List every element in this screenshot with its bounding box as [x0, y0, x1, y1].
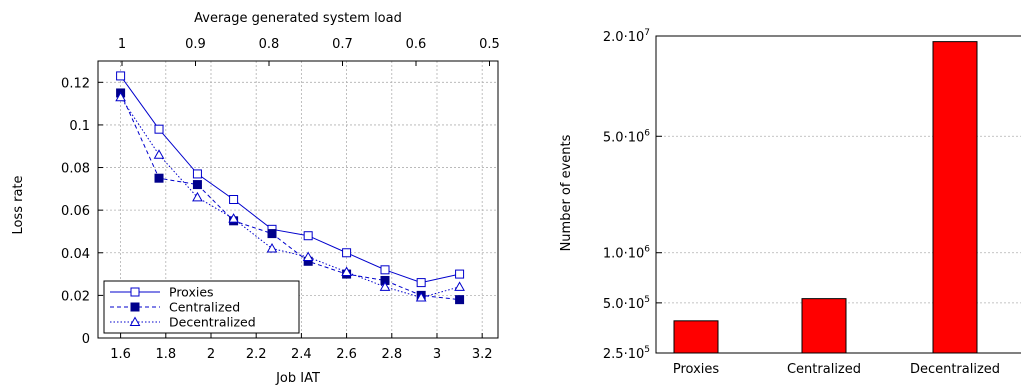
y-axis-label: Loss rate [11, 175, 26, 234]
y-tick-label: 0 [82, 332, 90, 347]
data-point-proxies [116, 71, 126, 81]
bar-proxies [673, 320, 719, 354]
data-point-centralized [154, 173, 164, 183]
right-tick-labels: 2.5·1055.0·1051.0·1065.0·1062.0·107Proxi… [603, 28, 1000, 377]
tick-exponent: 5 [644, 345, 650, 355]
tick-exponent: 7 [644, 28, 650, 38]
y-tick-label: 0.02 [61, 289, 90, 304]
x-tick-label: 3.2 [472, 347, 493, 362]
legend-label-proxies: Proxies [169, 285, 214, 300]
legend-label-centralized: Centralized [169, 300, 240, 315]
tick-base: ·10 [624, 247, 645, 262]
x-axis-label: Job IAT [275, 371, 320, 386]
tick-mantissa: 5.0 [603, 297, 624, 312]
right-y-tick-label: 5.0·105 [603, 295, 650, 312]
data-point-proxies [416, 278, 426, 288]
data-point-proxies [154, 124, 164, 134]
series-line-decentralized [120, 96, 460, 299]
data-point-proxies [303, 231, 313, 241]
left-plot-frame [97, 60, 499, 339]
x-tick-label: 2.2 [246, 347, 267, 362]
top-tick-label: 0.6 [406, 37, 427, 52]
tick-mantissa: 2.0 [603, 30, 624, 45]
x-tick-label: 2.4 [291, 347, 312, 362]
data-point-proxies [342, 248, 352, 258]
x-tick-label: 2.6 [336, 347, 357, 362]
x-tick-label: 2 [207, 347, 215, 362]
data-point-decentralized [192, 191, 203, 202]
top-tick-label: 0.7 [332, 37, 353, 52]
right-y-tick-label: 2.0·107 [603, 28, 650, 45]
data-point-decentralized [341, 266, 352, 276]
x-tick-label: 1.6 [110, 347, 131, 362]
x-tick-label: 1.8 [155, 347, 176, 362]
data-point-decentralized [415, 291, 427, 302]
top-tick-label: 0.8 [259, 37, 280, 52]
right-y-tick-label: 1.0·106 [603, 245, 650, 262]
tick-base: ·10 [624, 297, 645, 312]
legend-label-decentralized: Decentralized [169, 315, 256, 330]
data-point-decentralized [302, 251, 314, 262]
right-y-tick-label: 2.5·105 [603, 345, 650, 362]
right-y-tick-label: 5.0·106 [603, 128, 650, 145]
bars [673, 41, 978, 354]
legend-marker-decentralized [129, 316, 141, 326]
top-tick-label: 1 [118, 37, 126, 52]
legend-marker-centralized [130, 302, 140, 312]
tick-mantissa: 2.5 [603, 347, 624, 362]
tick-exponent: 6 [644, 245, 650, 255]
data-point-decentralized [228, 213, 239, 223]
category-label-centralized: Centralized [787, 362, 861, 377]
tick-base: ·10 [624, 347, 645, 362]
legend-marker-proxies [130, 287, 140, 297]
y-tick-label: 0.06 [61, 204, 90, 219]
series-line-centralized [120, 92, 460, 301]
data-point-proxies [229, 195, 239, 204]
bar-chart: Number of events 2.5·1055.0·1051.0·1065.… [559, 28, 1021, 377]
category-label-decentralized: Decentralized [910, 362, 1000, 377]
tick-exponent: 5 [644, 295, 650, 305]
tick-base: ·10 [624, 30, 645, 45]
y-tick-label: 0.1 [69, 119, 90, 134]
y-tick-label: 0.12 [61, 76, 90, 91]
data-point-centralized [455, 295, 465, 305]
right-plot-frame [655, 35, 1021, 354]
bar-decentralized [932, 41, 978, 354]
data-point-decentralized [115, 91, 126, 102]
data-point-decentralized [454, 281, 465, 291]
bar-centralized [801, 298, 847, 354]
category-label-proxies: Proxies [673, 362, 720, 377]
top-axis-label: Average generated system load [194, 11, 402, 26]
tick-exponent: 6 [644, 128, 650, 138]
tick-mantissa: 1.0 [603, 247, 624, 262]
data-point-proxies [455, 269, 465, 279]
line-chart: Average generated system load Job IAT Lo… [11, 11, 500, 386]
data-point-proxies [192, 169, 202, 179]
left-tick-labels: 1.6 1.8 2 2.2 2.4 2.6 2.8 3 3.2 0 0.02 0.04 0.06 0.08… [61, 37, 500, 362]
tick-base: ·10 [624, 130, 645, 145]
data-point-centralized [192, 180, 202, 190]
tick-mantissa: 5.0 [603, 130, 624, 145]
x-tick-label: 2.8 [381, 347, 402, 362]
data-point-decentralized [266, 242, 278, 253]
right-y-axis-label: Number of events [559, 134, 574, 251]
y-tick-label: 0.08 [61, 162, 90, 177]
data-point-centralized [267, 229, 277, 239]
series-line-proxies [120, 75, 460, 284]
x-tick-label: 3 [433, 347, 441, 362]
data-point-decentralized [153, 149, 165, 159]
top-tick-label: 0.9 [185, 37, 206, 52]
data-point-decentralized [379, 281, 391, 291]
data-point-proxies [380, 265, 390, 275]
top-tick-label: 0.5 [479, 37, 500, 52]
left-series [115, 71, 465, 305]
y-tick-label: 0.04 [61, 247, 90, 262]
